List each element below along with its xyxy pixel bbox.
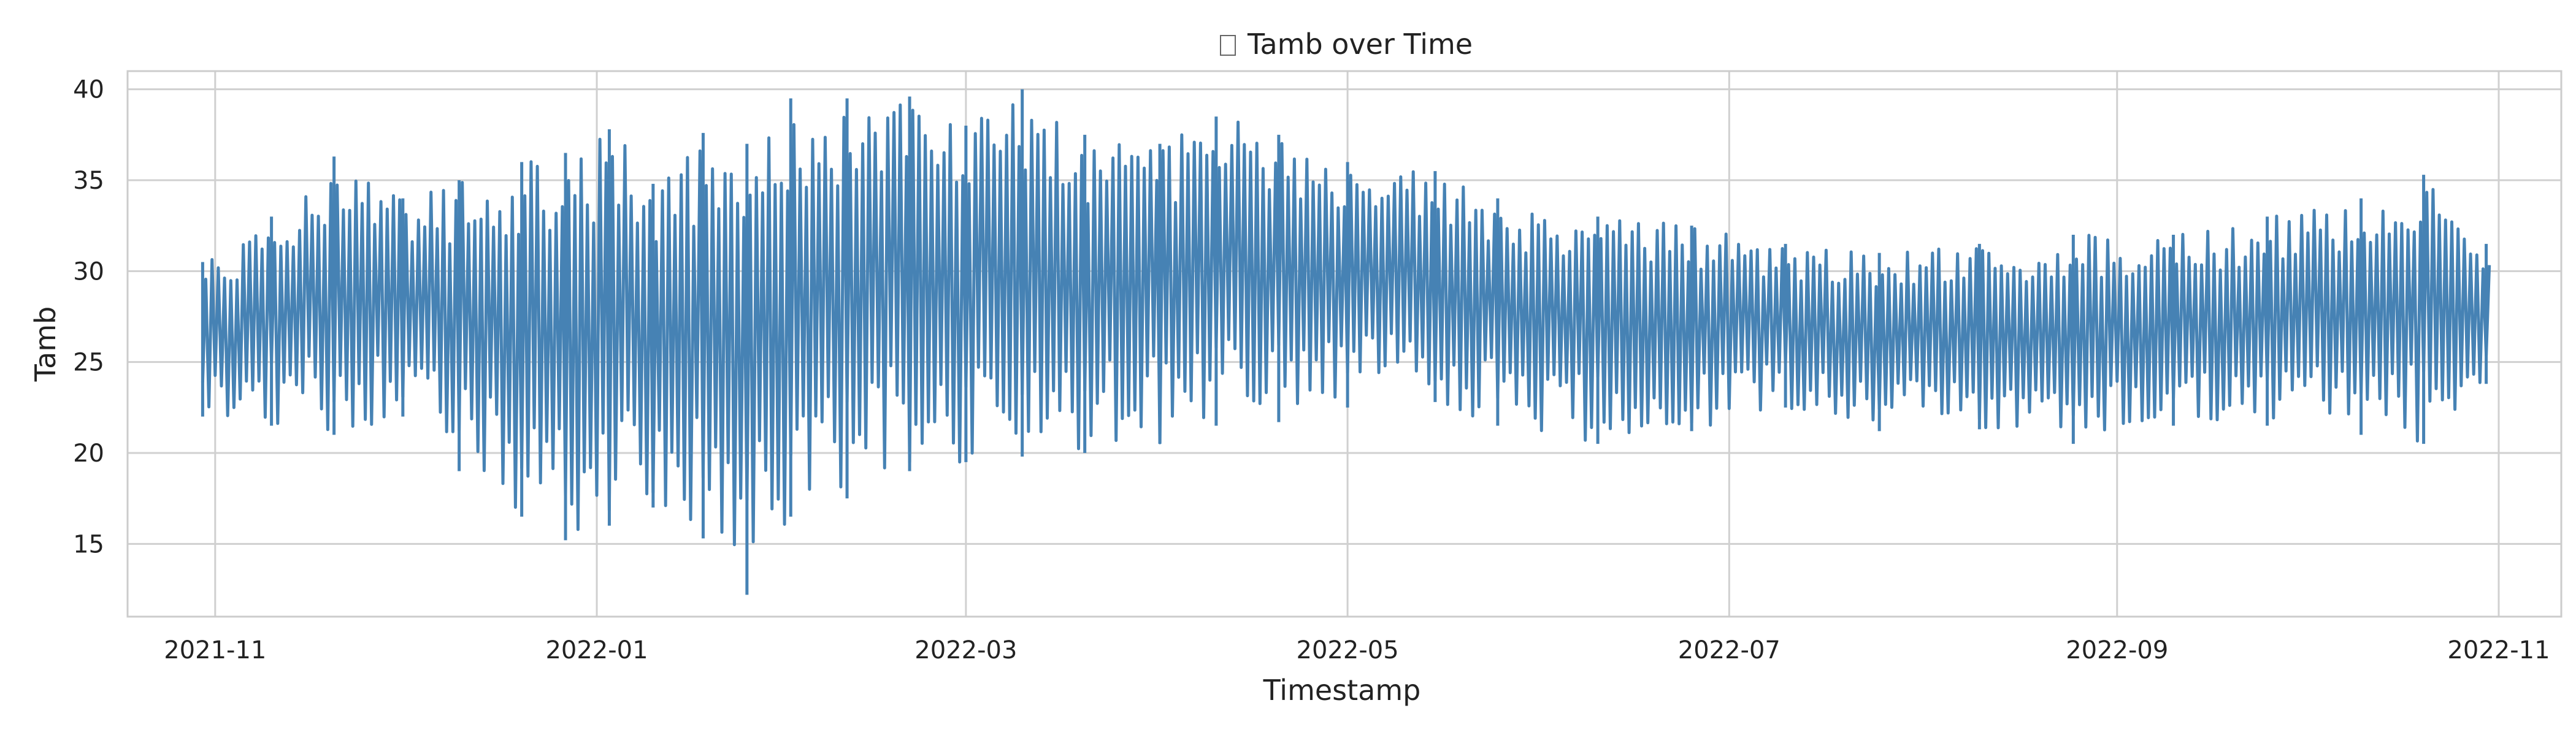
x-tick-label: 2022-05 [1297,636,1399,664]
y-tick-label: 40 [73,76,104,104]
y-tick-label: 35 [73,167,104,195]
y-axis-title: Tamb [29,306,62,382]
x-tick-label: 2022-01 [545,636,648,664]
y-axis-ticks: 15 20 25 30 35 40 [73,76,104,559]
y-tick-label: 15 [73,530,104,558]
x-tick-label: 2022-07 [1678,636,1781,664]
chart-title-group: Tamb over Time [1220,28,1473,61]
plot-area [201,89,2491,595]
plot-frame [126,70,2563,618]
y-tick-label: 20 [73,439,104,468]
x-tick-label: 2022-11 [2447,636,2550,664]
x-tick-label: 2022-03 [914,636,1017,664]
x-tick-label: 2022-09 [2066,636,2168,664]
x-axis-ticks: 2021-11 2022-01 2022-03 2022-05 2022-07 2022-… [164,636,2550,664]
series-line [201,103,2491,547]
y-tick-label: 25 [73,349,104,377]
x-axis-title: Timestamp [1263,674,1421,707]
missing-glyph-icon [1220,35,1236,56]
y-tick-label: 30 [73,257,104,286]
chart-title: Tamb over Time [1247,28,1473,61]
x-tick-label: 2021-11 [164,636,266,664]
